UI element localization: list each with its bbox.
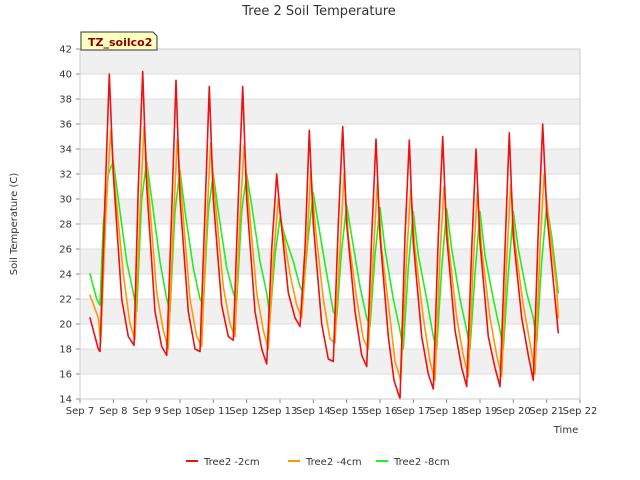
y-tick-label: 24 (59, 270, 72, 281)
grid-band (80, 99, 580, 124)
y-tick-label: 42 (59, 45, 72, 56)
site-badge: TZ_soilco2 (80, 31, 158, 51)
y-tick-label: 38 (59, 95, 72, 106)
x-tick-label: Sep 22 (563, 406, 598, 417)
y-tick-label: 34 (59, 145, 72, 156)
x-tick-label: Sep 14 (296, 406, 331, 417)
site-badge-text: TZ_soilco2 (88, 36, 152, 49)
grid-band (80, 49, 580, 74)
grid-band (80, 124, 580, 149)
legend-label: Tree2 -8cm (393, 457, 450, 468)
site-badge-box (80, 31, 158, 51)
series-lines (89, 70, 560, 400)
x-tick-label: Sep 8 (99, 406, 127, 417)
grid-band (80, 199, 580, 224)
y-tick-label: 32 (59, 170, 72, 181)
grid-band (80, 74, 580, 99)
grid-band (80, 349, 580, 374)
x-tick-label: Sep 13 (263, 406, 298, 417)
y-tick-label: 18 (59, 345, 72, 356)
grid-band (80, 224, 580, 249)
y-tick-label: 20 (59, 320, 72, 331)
grid-band (80, 249, 580, 274)
x-tick-label: Sep 18 (429, 406, 464, 417)
legend-label: Tree2 -4cm (305, 457, 362, 468)
x-tick-label: Sep 21 (529, 406, 564, 417)
y-tick-label: 28 (59, 220, 72, 231)
x-tick-label: Sep 11 (196, 406, 231, 417)
grid-band (80, 374, 580, 399)
grid-band (80, 174, 580, 199)
y-tick-label: 40 (59, 70, 72, 81)
legend-label: Tree2 -2cm (203, 457, 260, 468)
y-tick-label: 22 (59, 295, 72, 306)
x-axis-label: Time (553, 425, 578, 436)
x-tick-label: Sep 20 (496, 406, 531, 417)
plot-frame (79, 48, 581, 400)
chart-title: Tree 2 Soil Temperature (241, 4, 396, 19)
y-tick-label: 26 (59, 245, 72, 256)
x-tick-label: Sep 12 (229, 406, 264, 417)
x-tick-label: Sep 9 (132, 406, 160, 417)
y-axis-label: Soil Temperature (C) (9, 173, 20, 276)
x-tick-label: Sep 19 (463, 406, 498, 417)
y-tick-label: 14 (59, 395, 72, 406)
x-tick-label: Sep 10 (163, 406, 198, 417)
y-tick-label: 16 (59, 370, 72, 381)
x-tick-label: Sep 15 (329, 406, 364, 417)
y-tick-label: 36 (59, 120, 72, 131)
grid-band (80, 149, 580, 174)
legend: Tree2 -2cm Tree2 -4cm Tree2 -8cm (186, 457, 450, 468)
series-line-1 (89, 125, 560, 382)
y-tick-label: 30 (59, 195, 72, 206)
series-line-0 (89, 70, 560, 400)
y-axis-ticks: 14 16 18 20 22 24 26 28 30 32 34 36 38 40 42 (59, 45, 80, 406)
x-tick-label: Sep 16 (363, 406, 398, 417)
x-tick-label: Sep 7 (66, 406, 94, 417)
x-tick-label: Sep 17 (396, 406, 431, 417)
